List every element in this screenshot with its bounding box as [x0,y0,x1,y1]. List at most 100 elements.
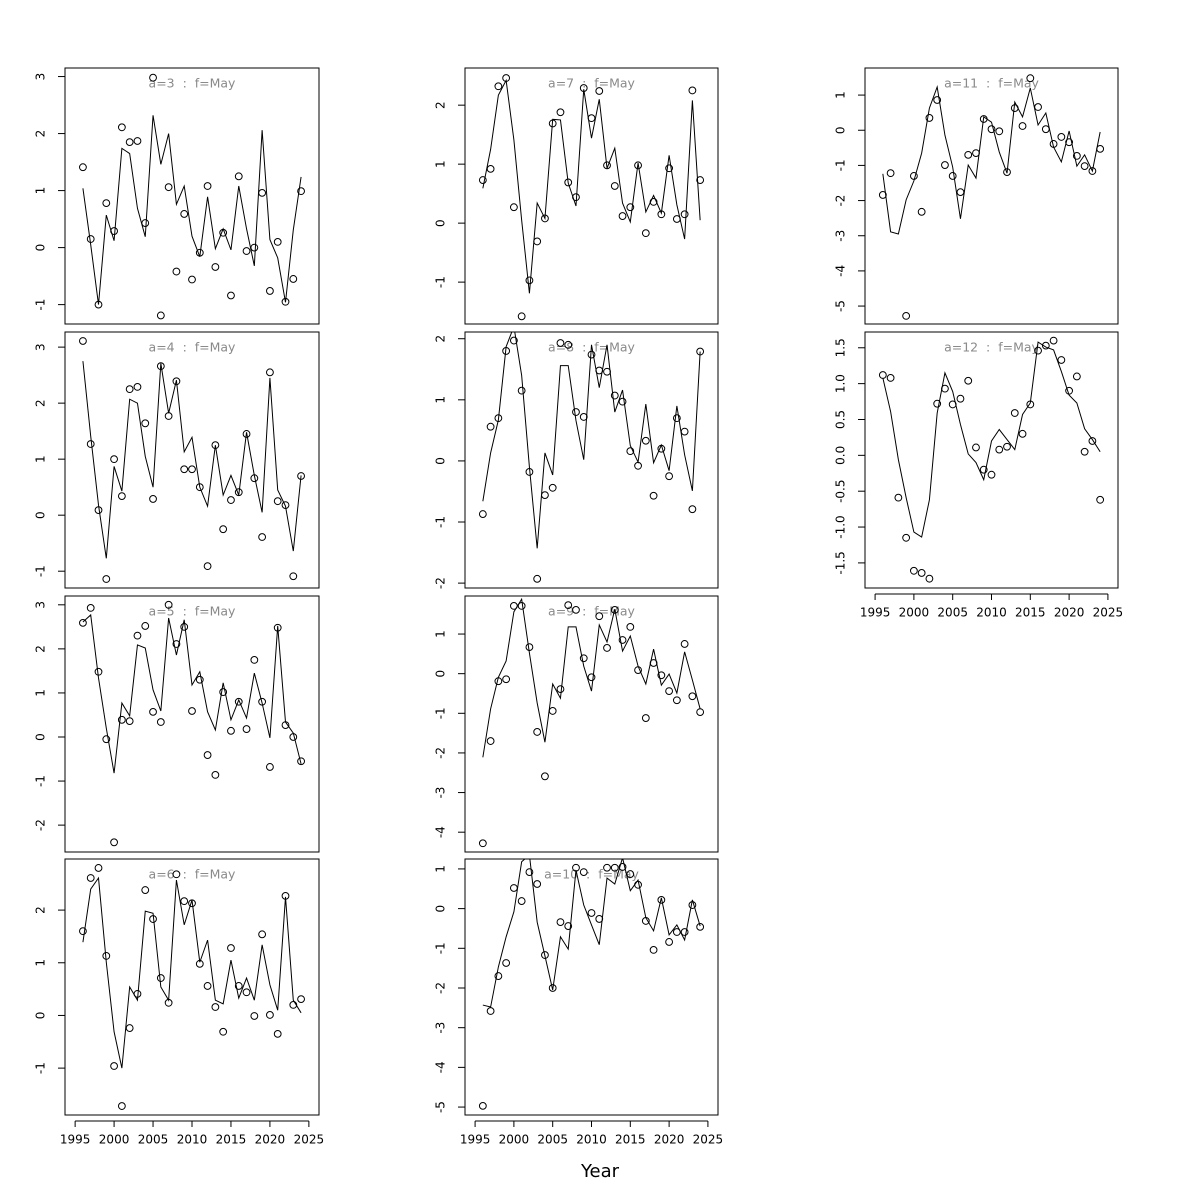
data-point [478,1101,487,1110]
y-tick-label: 2 [434,101,448,109]
data-point [478,176,487,184]
data-point [626,623,635,631]
data-point [925,114,934,122]
data-point [878,191,887,199]
y-tick-label: -0.5 [834,479,848,502]
data-point [917,569,926,577]
y-tick-label: -5 [834,300,848,312]
y-tick-label: -2 [834,195,848,207]
x-tick-label: 2005 [937,606,968,620]
data-point [696,708,705,717]
x-tick-label: 2020 [654,1133,685,1147]
y-tick-label: -4 [434,1061,448,1073]
data-point [1018,429,1027,438]
data-point [1072,152,1081,160]
data-point [894,493,903,502]
data-point [227,726,235,735]
plot-frame [464,67,719,325]
series-line [482,859,701,1008]
data-point [164,600,173,609]
y-tick-label: 2 [34,399,48,407]
data-point [1026,74,1035,83]
plot-frame [64,858,320,1116]
y-tick-label: 1 [34,689,48,697]
data-point [626,870,635,878]
data-point [634,461,642,470]
data-point [266,1011,274,1019]
data-point [688,692,697,701]
data-point [548,984,557,992]
data-point [102,199,111,208]
data-point [478,839,487,848]
x-tick-label: 2020 [255,1133,286,1147]
y-tick-label: 1 [434,865,448,873]
y-tick-label: 0.5 [834,410,848,429]
y-tick-label: 1 [434,160,448,168]
data-point [79,618,87,627]
data-point [125,385,134,394]
data-point [533,728,542,736]
y-tick-label: 2 [34,645,48,653]
data-point [1088,167,1097,175]
data-point [172,640,181,648]
x-tick-label: 2010 [177,1133,208,1147]
series-line [82,115,302,305]
data-point [987,470,996,479]
data-point [933,96,942,104]
y-tick-label: 1 [834,91,848,99]
data-point [610,605,619,614]
data-point [1041,341,1050,350]
data-point [86,603,95,612]
x-tick-label: 2015 [216,1133,247,1147]
data-point [509,203,518,212]
data-point [964,376,973,385]
data-point [641,714,650,722]
data-point [649,491,658,500]
data-point [603,863,611,872]
y-tick-label: 0.0 [834,446,848,465]
data-point [227,291,235,300]
data-point [211,1003,220,1011]
data-point [94,864,103,872]
y-tick-label: -2 [34,819,48,831]
data-point [517,312,526,321]
y-tick-label: -1.5 [834,551,848,574]
data-point [533,574,542,583]
y-tick-label: 1.0 [834,374,848,393]
data-point [595,612,604,621]
data-point [610,391,619,400]
data-point [502,675,511,684]
data-point [909,566,918,575]
series-line [82,876,302,1069]
data-point [86,874,95,882]
data-point [1080,162,1089,171]
y-tick-label: -2 [434,982,448,994]
data-point [672,414,681,423]
data-point [1088,437,1097,445]
data-point [110,838,118,847]
y-tick-label: 0 [34,511,48,519]
y-tick-label: 1 [34,455,48,463]
data-point [172,267,181,276]
y-tick-label: 0 [34,733,48,741]
data-point [956,188,965,197]
data-point [156,718,165,726]
data-point [234,982,243,990]
data-point [149,73,157,82]
y-tick-label: 3 [34,343,48,351]
data-point [657,895,666,904]
data-point [610,182,619,190]
y-tick-label: -3 [834,230,848,242]
data-point [273,1029,282,1038]
data-point [242,725,251,733]
panel-title: a=7 : f=May [548,76,636,91]
data-point [680,928,689,936]
data-point [502,959,511,967]
data-point [156,974,165,982]
y-tick-label: 0 [434,670,448,678]
data-point [533,880,542,888]
data-point [995,445,1004,454]
data-point [696,922,705,931]
data-point [486,422,495,431]
y-tick-label: 1 [34,959,48,967]
